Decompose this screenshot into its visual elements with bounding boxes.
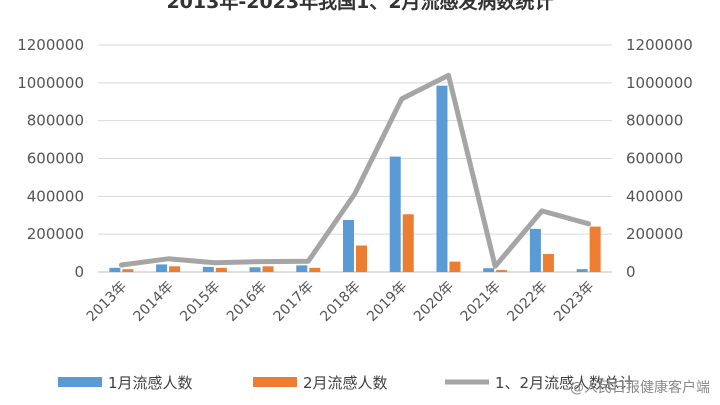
x-tick-label: 2019年: [364, 279, 410, 325]
x-tick-label: 2020年: [411, 279, 457, 325]
y-tick-label-left: 200000: [27, 225, 84, 243]
bar-feb: [542, 254, 554, 272]
y-tick-label-left: 1200000: [17, 36, 84, 54]
bar-feb: [309, 267, 321, 272]
bar-feb: [122, 269, 134, 272]
legend: 1月流感人数 2月流感人数 1、2月流感人数总计: [58, 374, 634, 392]
line-series: [118, 72, 592, 269]
y-axis-left: 0 200000 400000 600000 800000 1000000 1200000: [17, 36, 84, 281]
legend-swatch: [253, 377, 297, 387]
bar-jan: [483, 268, 495, 272]
y-tick-label-right: 1200000: [626, 36, 693, 54]
y-tick-label-left: 800000: [27, 112, 84, 130]
bar-jan: [576, 269, 588, 272]
legend-swatch: [58, 377, 102, 387]
bar-jan: [156, 264, 168, 272]
x-axis: 2013年 2014年 2015年 2016年 2017年 2018年 2019年 2020年…: [84, 279, 598, 325]
y-tick-label-right: 600000: [626, 150, 683, 168]
x-tick-label: 2014年: [131, 279, 177, 325]
line-total: [118, 72, 592, 269]
x-tick-label: 2015年: [177, 279, 223, 325]
y-tick-label-left: 1000000: [17, 74, 84, 92]
bar-feb: [589, 226, 601, 272]
x-tick-label: 2016年: [224, 279, 270, 325]
bar-feb: [496, 270, 508, 272]
legend-label: 2月流感人数: [303, 374, 388, 392]
bar-feb: [449, 261, 461, 272]
watermark: @人民日报健康客户端: [570, 379, 710, 396]
legend-label: 1、2月流感人数总计: [495, 374, 634, 392]
legend-item-feb: 2月流感人数: [253, 374, 388, 392]
y-tick-label-left: 0: [74, 263, 84, 281]
bar-jan: [529, 228, 541, 272]
x-tick-label: 2022年: [504, 279, 550, 325]
bar-series: [109, 85, 601, 272]
y-tick-label-right: 200000: [626, 225, 683, 243]
bar-feb: [169, 266, 181, 272]
legend-item-total: 1、2月流感人数总计: [445, 374, 634, 392]
y-tick-label-right: 0: [626, 263, 636, 281]
bar-jan: [249, 267, 261, 272]
chart-title: 2013年-2023年我国1、2月流感发病数统计: [166, 0, 553, 13]
y-tick-label-right: 800000: [626, 112, 683, 130]
x-tick-label: 2018年: [317, 279, 363, 325]
bar-jan: [202, 266, 214, 272]
bar-feb: [262, 266, 274, 272]
legend-label: 1月流感人数: [108, 374, 193, 392]
bar-feb: [215, 267, 227, 272]
bar-jan: [436, 85, 448, 272]
bar-jan: [296, 265, 308, 272]
legend-item-jan: 1月流感人数: [58, 374, 193, 392]
y-tick-label-right: 400000: [626, 187, 683, 205]
y-tick-label-right: 1000000: [626, 74, 693, 92]
bar-jan: [109, 267, 121, 272]
x-tick-label: 2017年: [271, 279, 317, 325]
bar-feb: [402, 214, 414, 272]
bar-feb: [356, 245, 367, 272]
x-tick-label: 2023年: [551, 279, 597, 325]
y-tick-label-left: 600000: [27, 150, 84, 168]
x-tick-label: 2021年: [458, 279, 504, 325]
x-tick-label: 2013年: [84, 279, 130, 325]
bar-jan: [389, 156, 401, 272]
y-axis-right: 0 200000 400000 600000 800000 1000000 1200000: [626, 36, 693, 281]
bar-jan: [343, 219, 354, 272]
y-tick-label-left: 400000: [27, 187, 84, 205]
